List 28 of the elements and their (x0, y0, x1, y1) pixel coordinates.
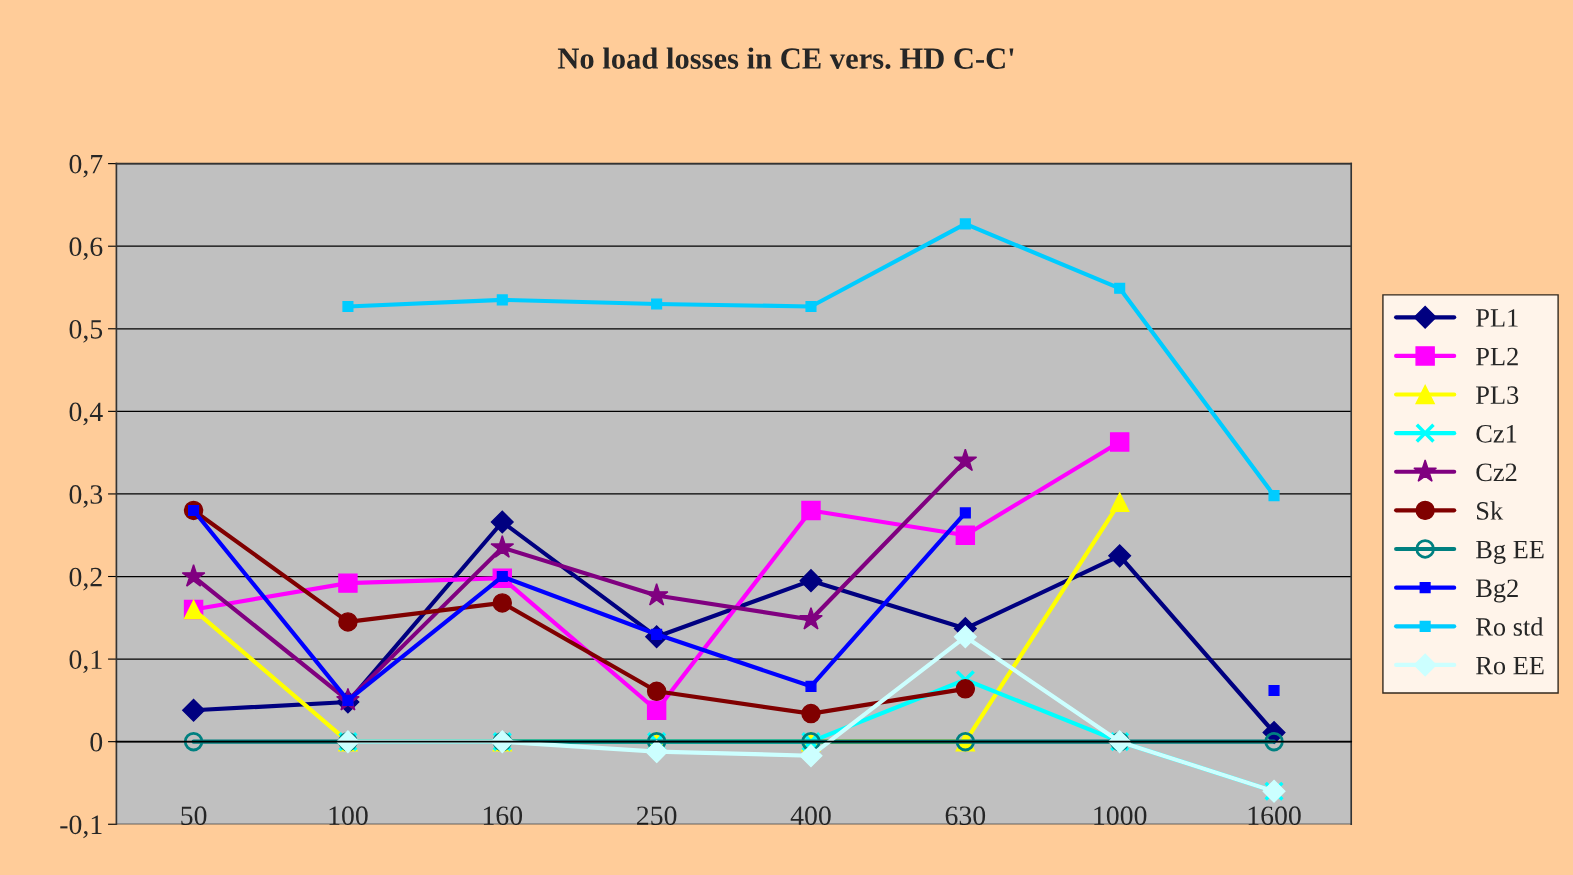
legend-label: Sk (1477, 501, 1504, 520)
legend-label: Cz2 (1476, 463, 1517, 482)
x-tick-label: 160 (483, 806, 523, 826)
legend-label: Ro EE (1476, 656, 1544, 675)
x-tick-label: 50 (181, 806, 207, 826)
x-tick-label: 100 (329, 806, 368, 826)
legend-label: PL2 (1476, 347, 1518, 366)
y-tick-label: 0,5 (69, 319, 103, 343)
y-tick-label: 0,4 (69, 402, 103, 426)
y-tick-label: 0,7 (69, 154, 103, 178)
y-tick-label: 0,1 (69, 650, 102, 673)
x-tick-label: 400 (790, 806, 831, 826)
y-tick-label: 0,2 (69, 567, 102, 591)
y-tick-label: 0,6 (69, 237, 103, 261)
legend-label: Ro std (1476, 617, 1544, 636)
legend-label: Bg2 (1476, 579, 1518, 603)
y-tick-label: 0 (90, 732, 103, 752)
y-tick-label: -0,1 (60, 815, 102, 839)
legend-label: Bg EE (1476, 540, 1544, 564)
legend-label: Cz1 (1476, 424, 1517, 443)
x-tick-label: 1600 (1248, 806, 1301, 826)
x-tick-label: 630 (945, 806, 986, 826)
legend-label: PL1 (1476, 309, 1518, 327)
y-tick-label: 0,3 (69, 485, 103, 508)
x-tick-label: 250 (637, 806, 677, 826)
chart-title: No load losses in CE vers. HD C-C' (557, 47, 1014, 70)
legend-label: PL3 (1476, 386, 1519, 405)
x-tick-label: 1000 (1094, 806, 1147, 826)
